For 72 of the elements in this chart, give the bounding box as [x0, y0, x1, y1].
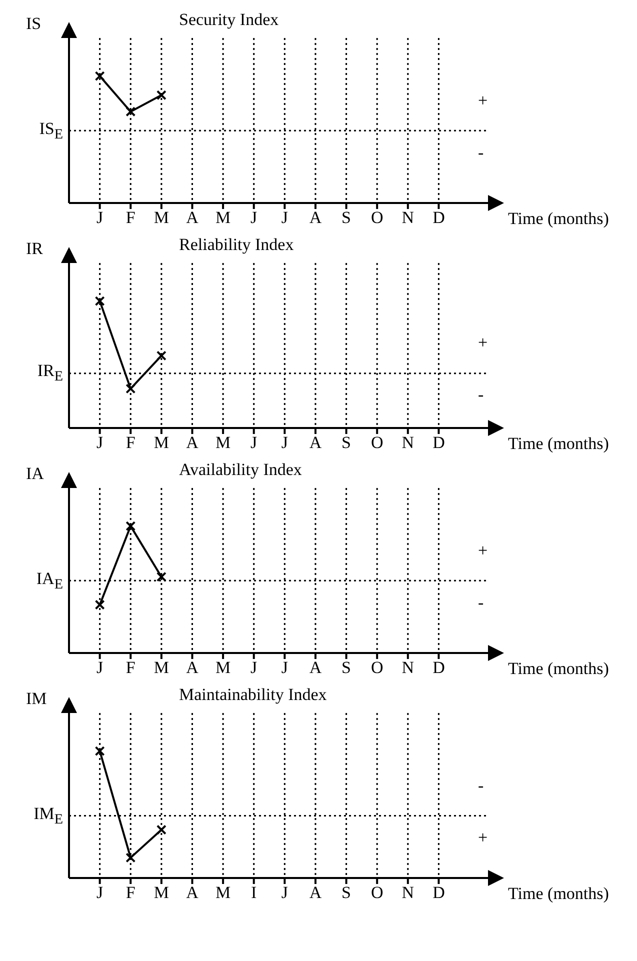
ref-line-label: IA$_{E}$ — [36, 568, 63, 594]
x-tick-label: J — [96, 883, 104, 902]
x-tick-label: J — [96, 658, 104, 678]
x-tick-label: N — [402, 208, 414, 228]
x-tick-label: A — [186, 658, 200, 678]
x-tick-label: S — [342, 883, 352, 902]
text: + — [478, 540, 488, 561]
x-tick-label: D — [432, 883, 445, 902]
x-tick-label: J — [281, 883, 288, 902]
text: + — [478, 333, 488, 354]
x-tick-label: O — [370, 433, 384, 452]
chart-title: Security Index — [179, 10, 279, 30]
ref-line-label: IR$_{E}$ — [37, 361, 63, 386]
chart-title: Reliability Index — [179, 235, 294, 255]
x-tick-label: O — [370, 658, 384, 678]
y-axis-title: IS — [26, 14, 42, 34]
x-tick-label: D — [432, 658, 445, 678]
x-tick-label: J — [96, 208, 104, 228]
ref-line-label: IM$_{E}$ — [34, 804, 63, 828]
chart-title: Availability Index — [179, 460, 302, 480]
text: - — [478, 385, 484, 406]
x-tick-label: A — [309, 433, 322, 452]
text: + — [478, 828, 488, 848]
y-axis-title: IM — [26, 689, 47, 709]
x-axis-title: Time (months) — [508, 659, 609, 679]
x-tick-label: D — [432, 433, 445, 452]
x-tick-label: M — [154, 433, 169, 452]
x-tick-label: M — [154, 883, 169, 902]
text: - — [478, 776, 484, 796]
x-tick-label: A — [186, 883, 200, 902]
x-tick-label: F — [126, 433, 136, 452]
x-tick-label: J — [281, 658, 288, 678]
ref-line-label: IS$_{E}$ — [39, 118, 63, 144]
x-axis-title: Time (months) — [508, 884, 609, 904]
y-axis-title: IR — [26, 239, 43, 259]
x-tick-label: S — [342, 658, 352, 678]
x-tick-label: S — [342, 208, 352, 228]
x-axis-title: Time (months) — [508, 434, 609, 454]
x-tick-label: O — [370, 208, 384, 228]
x-tick-label: A — [309, 883, 322, 902]
x-tick-label: A — [186, 433, 200, 452]
x-tick-label: S — [342, 433, 352, 452]
x-tick-label: N — [402, 658, 414, 678]
y-axis-title: IA — [26, 464, 44, 484]
text: + — [478, 90, 488, 111]
x-tick-label: M — [215, 433, 231, 452]
x-tick-label: I — [251, 883, 258, 902]
x-tick-label: J — [96, 433, 104, 452]
x-tick-label: F — [126, 208, 136, 228]
x-tick-label: J — [250, 433, 258, 452]
x-tick-label: N — [402, 433, 414, 452]
x-tick-label: M — [154, 208, 169, 228]
x-tick-label: M — [215, 658, 231, 678]
x-tick-label: A — [309, 208, 322, 228]
x-tick-label: N — [402, 883, 414, 902]
x-axis-title: Time (months) — [508, 209, 609, 229]
x-tick-label: A — [186, 208, 200, 228]
x-tick-label: J — [281, 208, 288, 228]
x-tick-label: J — [250, 208, 258, 228]
x-tick-label: F — [126, 883, 136, 902]
text: - — [478, 592, 484, 613]
x-tick-label: D — [432, 208, 445, 228]
text: - — [478, 142, 484, 163]
chart-title: Maintainability Index — [179, 685, 327, 705]
x-tick-label: O — [370, 883, 384, 902]
x-tick-label: J — [250, 658, 258, 678]
x-tick-label: J — [281, 433, 288, 452]
x-tick-label: F — [126, 658, 136, 678]
x-tick-label: M — [154, 658, 169, 678]
x-tick-label: M — [215, 883, 231, 902]
x-tick-label: A — [309, 658, 322, 678]
x-tick-label: M — [215, 208, 231, 228]
